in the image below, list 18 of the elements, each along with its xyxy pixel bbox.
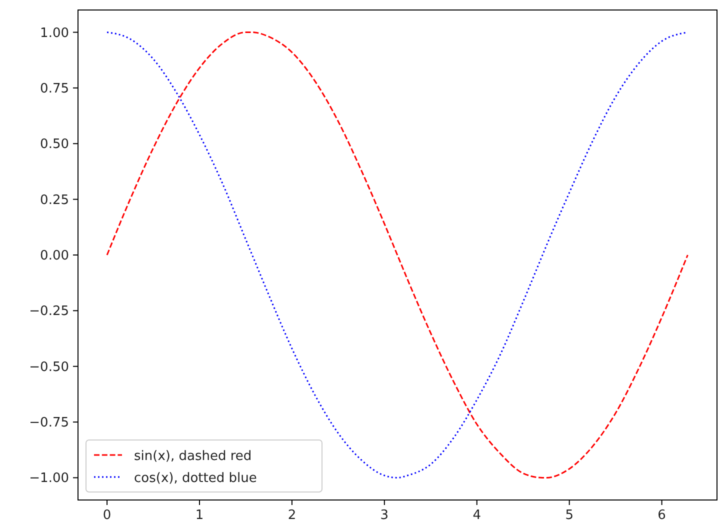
y-tick-label: 0.75 [40,81,69,96]
y-tick-label: 0.25 [40,192,69,208]
legend-label: sin(x), dashed red [134,449,252,464]
y-tick-label: −0.75 [29,416,69,431]
y-tick-label: 0.00 [40,248,69,264]
y-tick-label: 0.50 [40,137,69,152]
y-tick-label: −0.50 [29,360,69,375]
x-tick-label: 0 [102,508,112,523]
x-tick-label: 3 [380,508,389,523]
x-tick-label: 6 [658,508,666,523]
x-tick-label: 4 [472,508,482,523]
legend-label: cos(x), dotted blue [134,471,257,486]
x-tick-label: 1 [195,508,204,523]
y-tick-label: 1.00 [40,26,69,41]
y-tick-label: −1.00 [29,471,69,486]
x-tick-label: 5 [565,508,574,523]
y-tick-label: −0.25 [29,304,69,320]
x-tick-label: 2 [288,508,296,523]
